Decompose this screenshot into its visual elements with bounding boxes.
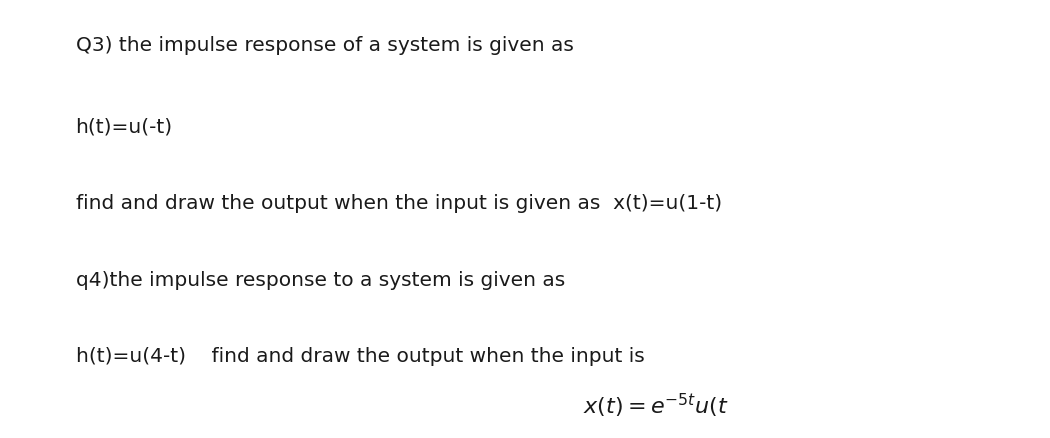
Text: h(t)=u(4-t)    find and draw the output when the input is: h(t)=u(4-t) find and draw the output whe… [76,347,645,367]
Text: $x(t) = e^{-5t}u(t$: $x(t) = e^{-5t}u(t$ [583,392,729,420]
Text: Q3) the impulse response of a system is given as: Q3) the impulse response of a system is … [76,36,573,56]
Text: q4)the impulse response to a system is given as: q4)the impulse response to a system is g… [76,271,565,290]
Text: find and draw the output when the input is given as  x(t)=u(1-t): find and draw the output when the input … [76,194,721,213]
Text: h(t)=u(-t): h(t)=u(-t) [76,117,172,137]
